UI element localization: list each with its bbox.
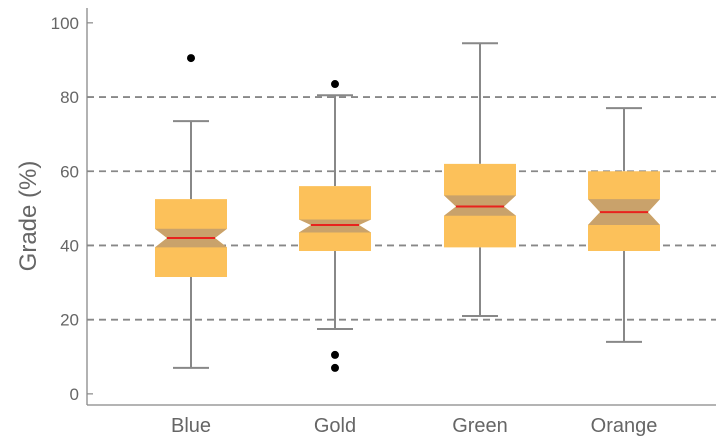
- x-category-label: Orange: [591, 415, 658, 437]
- y-tick-label: 80: [60, 88, 79, 107]
- box-body: [299, 186, 371, 252]
- y-tick-label: 0: [70, 385, 79, 404]
- y-tick-label: 100: [51, 14, 79, 33]
- y-axis-title: Grade (%): [15, 161, 42, 272]
- x-category-label: Gold: [314, 415, 356, 437]
- y-tick-labels: 0 20 40 60 80 100: [51, 14, 79, 404]
- box-blue: [155, 54, 227, 369]
- y-tick-label: 60: [60, 162, 79, 181]
- outlier-point: [331, 363, 339, 372]
- x-category-label: Green: [452, 415, 508, 437]
- box-gold: [299, 80, 371, 372]
- x-category-label: Blue: [171, 415, 211, 437]
- y-tick-label: 40: [60, 236, 79, 255]
- x-category-labels: Blue Gold Green Orange: [171, 415, 657, 437]
- grid-lines: [87, 96, 716, 321]
- outlier-point: [331, 350, 339, 359]
- plot-frame: [86, 8, 716, 406]
- box-orange: [588, 107, 660, 343]
- y-tick-label: 20: [60, 311, 79, 330]
- boxes: [155, 42, 660, 372]
- box-green: [444, 42, 516, 317]
- outlier-point: [331, 80, 339, 89]
- outlier-point: [187, 54, 195, 63]
